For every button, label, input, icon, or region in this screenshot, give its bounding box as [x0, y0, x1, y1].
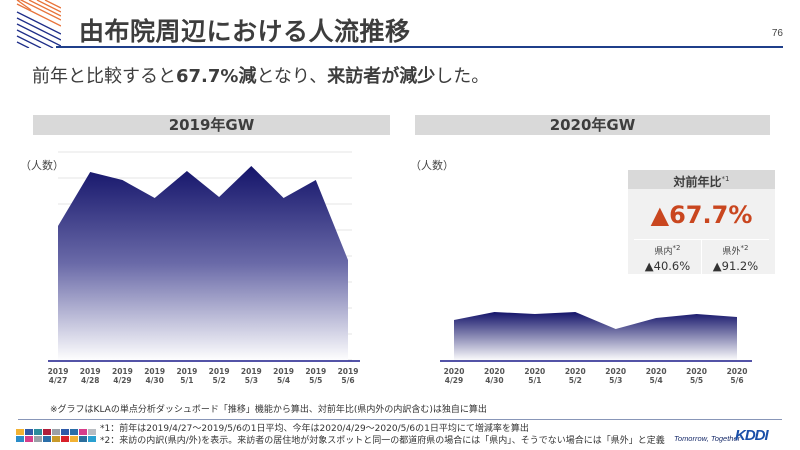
area-series-2020 [454, 312, 737, 361]
gridlines-2019 [58, 151, 352, 361]
x-tick-label: 2020 5/2 [564, 367, 586, 385]
page-number: 76 [771, 28, 783, 39]
yoy-outside-value: ▲91.2% [712, 259, 759, 273]
footnote-1: *1：前年は2019/4/27～2019/5/6の1日平均、今年は2020/4/… [100, 424, 529, 434]
kddi-logo: KDDI [735, 427, 769, 444]
y-axis-label-2019: （人数） [20, 159, 64, 172]
summary-part2: となり、 [256, 66, 328, 87]
yoy-summary-card: 対前年比*1 ▲67.7% 県内*2 ▲40.6% 県外*2 ▲91.2% [628, 170, 775, 274]
yoy-outside-note: *2 [740, 244, 749, 252]
source-note: ※グラフはKLAの単点分析ダッシュボード「推移」機能から算出、対前年比(県内外の… [50, 405, 487, 415]
yoy-inside-note: *2 [672, 244, 681, 252]
x-tick-label: 2019 4/29 [112, 367, 133, 385]
panel-title-2019: 2019年GW [33, 115, 390, 135]
yoy-title: 対前年比 [673, 175, 722, 189]
yoy-breakdown: 県内*2 ▲40.6% 県外*2 ▲91.2% [634, 239, 769, 274]
x-tick-label: 2019 4/27 [47, 367, 69, 385]
yoy-inside-prefecture: 県内*2 ▲40.6% [634, 240, 701, 274]
yoy-header: 対前年比*1 [628, 170, 775, 189]
x-tick-label: 2020 4/29 [443, 367, 465, 385]
x-tick-label: 2020 5/3 [605, 367, 627, 385]
brand-tagline: Tomorrow, Together [674, 434, 741, 443]
page-title: 由布院周辺における人流推移 [79, 17, 411, 46]
summary-text: 前年と比較すると67.7%減となり、来訪者が減少した。 [32, 62, 489, 88]
brand-mosaic-icon [16, 429, 96, 442]
x-tick-label: 2019 5/1 [176, 367, 198, 385]
x-tick-label: 2019 5/4 [273, 367, 294, 385]
x-tick-label: 2020 4/30 [483, 367, 505, 385]
x-tick-label: 2019 4/30 [144, 367, 166, 385]
x-tick-label: 2020 5/6 [726, 367, 748, 385]
footer-divider [18, 419, 782, 420]
footnote-2: *2：来訪の内訳(県内/外)を表示。来訪者の居住地が対象スポットと同一の都道府県… [100, 436, 665, 446]
summary-bold-rate: 67.7%減 [176, 66, 257, 87]
x-tick-label: 2020 5/5 [686, 367, 707, 385]
x-tick-label: 2020 5/4 [645, 367, 667, 385]
area-series-2019 [58, 166, 348, 361]
x-tick-label: 2019 5/3 [240, 367, 262, 385]
x-tick-label: 2020 5/1 [524, 367, 546, 385]
x-tick-label: 2019 5/6 [337, 367, 359, 385]
x-tick-label: 2019 5/2 [208, 367, 230, 385]
yoy-inside-label: 県内 [654, 247, 673, 257]
x-tick-label: 2019 4/28 [79, 367, 101, 385]
x-tick-label: 2019 5/5 [305, 367, 327, 385]
yoy-outside-prefecture: 県外*2 ▲91.2% [701, 240, 769, 274]
y-axis-label-2020: （人数） [410, 159, 454, 172]
title-divider [56, 46, 783, 48]
yoy-outside-label: 県外 [722, 247, 741, 257]
summary-part3: した。 [435, 66, 490, 87]
summary-part1: 前年と比較すると [32, 66, 176, 87]
summary-bold-decrease: 来訪者が減少 [327, 66, 436, 87]
hatch-decoration-icon [16, 0, 61, 48]
yoy-footnote-ref: *1 [721, 175, 730, 183]
yoy-inside-value: ▲40.6% [644, 259, 691, 273]
yoy-main-value: ▲67.7% [650, 201, 753, 229]
panel-title-2020: 2020年GW [415, 115, 770, 135]
